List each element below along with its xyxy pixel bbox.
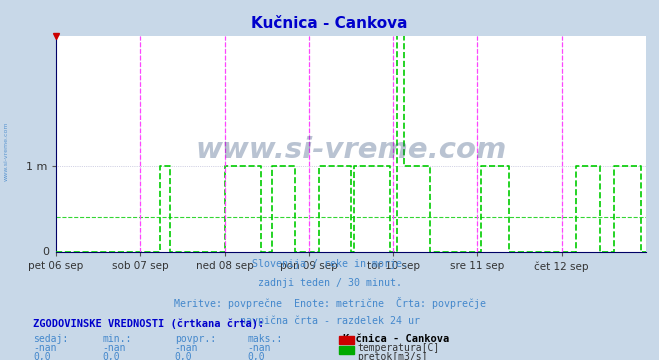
- Text: -nan: -nan: [175, 343, 198, 353]
- Text: 0,0: 0,0: [247, 352, 265, 360]
- Text: maks.:: maks.:: [247, 334, 282, 344]
- Text: 0,0: 0,0: [102, 352, 120, 360]
- Text: -nan: -nan: [247, 343, 271, 353]
- Text: 0: 0: [42, 247, 49, 257]
- Text: temperatura[C]: temperatura[C]: [357, 343, 440, 353]
- Text: sedaj:: sedaj:: [33, 334, 68, 344]
- Text: min.:: min.:: [102, 334, 132, 344]
- Text: Meritve: povprečne  Enote: metrične  Črta: povprečje: Meritve: povprečne Enote: metrične Črta:…: [173, 297, 486, 309]
- Text: povpr.:: povpr.:: [175, 334, 215, 344]
- Text: www.si-vreme.com: www.si-vreme.com: [195, 136, 507, 165]
- Text: 0,0: 0,0: [33, 352, 51, 360]
- Text: navpična črta - razdelek 24 ur: navpična črta - razdelek 24 ur: [239, 315, 420, 326]
- Text: Slovenija / reke in morje.: Slovenija / reke in morje.: [252, 259, 407, 269]
- Text: Kučnica - Cankova: Kučnica - Cankova: [343, 334, 449, 344]
- Text: Kučnica - Cankova: Kučnica - Cankova: [251, 16, 408, 31]
- Text: zadnji teden / 30 minut.: zadnji teden / 30 minut.: [258, 278, 401, 288]
- Text: ZGODOVINSKE VREDNOSTI (črtkana črta):: ZGODOVINSKE VREDNOSTI (črtkana črta):: [33, 319, 264, 329]
- Text: -nan: -nan: [102, 343, 126, 353]
- Text: -nan: -nan: [33, 343, 57, 353]
- Text: pretok[m3/s]: pretok[m3/s]: [357, 352, 428, 360]
- Text: 0,0: 0,0: [175, 352, 192, 360]
- Text: www.si-vreme.com: www.si-vreme.com: [3, 121, 9, 181]
